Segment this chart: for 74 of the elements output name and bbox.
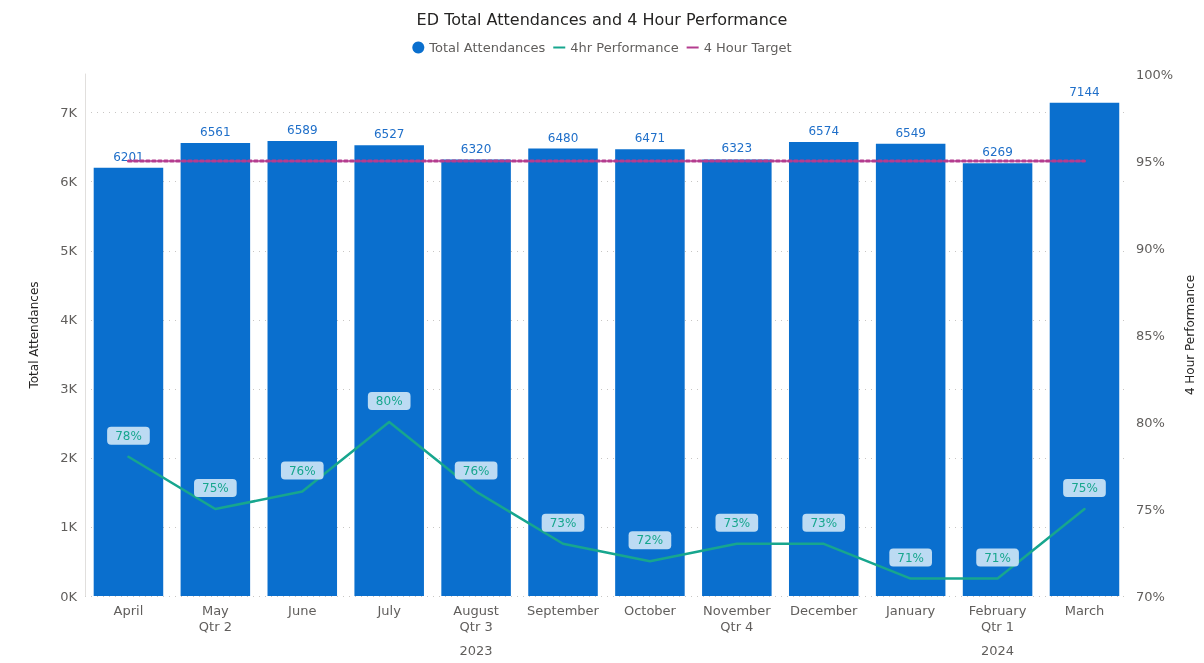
- x-tick-label: July: [376, 603, 402, 618]
- data-label: 6527: [373, 127, 405, 142]
- bar: [354, 145, 424, 596]
- text: Qtr 3: [459, 619, 493, 634]
- data-label: 71%: [897, 550, 924, 565]
- y2-tick-label: 80%: [1135, 414, 1165, 430]
- y-tick-label: 0K: [60, 588, 78, 604]
- y2-axis-title: 4 Hour Performance: [1183, 274, 1197, 396]
- bar: [615, 149, 685, 596]
- x-tick-label: October: [623, 603, 677, 618]
- text: 2024: [981, 643, 1015, 658]
- y-tick-label: 1K: [60, 519, 78, 535]
- x-tick-label: February: [968, 603, 1027, 618]
- y-tick-label: 4K: [60, 312, 78, 328]
- data-label: 71%: [984, 550, 1011, 565]
- legend-label: 4hr Performance: [570, 40, 679, 55]
- y2-tick-label: 100%: [1135, 66, 1174, 82]
- bar: [875, 143, 946, 596]
- legend-label: Total Attendances: [428, 40, 546, 55]
- data-label: 75%: [202, 481, 229, 495]
- data-label: 6574: [808, 124, 840, 139]
- data-label: 73%: [549, 515, 577, 530]
- bar: [702, 159, 772, 596]
- bar: [788, 142, 859, 596]
- y2-tick-label: 75%: [1135, 501, 1165, 517]
- data-label: 80%: [375, 394, 403, 408]
- x-tick-label: September: [527, 603, 600, 618]
- bar: [180, 142, 251, 596]
- x-tick-label: May: [201, 603, 230, 618]
- x-tick-label: August: [453, 603, 499, 618]
- bar: [528, 148, 598, 596]
- data-label: 6480: [547, 130, 579, 145]
- data-label: 6269: [982, 145, 1013, 160]
- y-tick-label: 7K: [60, 105, 78, 121]
- y-tick-label: 6K: [60, 174, 78, 190]
- x-tick-label: June: [287, 603, 317, 618]
- x-tick-label: December: [790, 603, 859, 618]
- y2-tick-label: 85%: [1135, 327, 1165, 343]
- chart-title: ED Total Attendances and 4 Hour Performance: [416, 9, 788, 29]
- data-label: 6320: [460, 141, 492, 156]
- text: 2023: [459, 643, 493, 658]
- data-label: 72%: [636, 533, 664, 548]
- bar: [441, 159, 511, 596]
- data-label: 6471: [634, 131, 666, 146]
- x-tick-label: January: [885, 603, 936, 618]
- y-tick-label: 2K: [60, 450, 78, 466]
- x-tick-label: March: [1064, 603, 1105, 618]
- data-label: 6323: [721, 141, 753, 156]
- y2-tick-label: 90%: [1135, 240, 1165, 256]
- bar: [1049, 102, 1120, 596]
- data-label: 78%: [115, 428, 142, 443]
- data-label: 7144: [1069, 84, 1100, 99]
- y-tick-label: 3K: [60, 381, 78, 397]
- bar: [962, 163, 1033, 596]
- y-axis-title: Total Attendances: [27, 281, 41, 390]
- data-label: 73%: [723, 515, 751, 530]
- bar: [93, 167, 164, 596]
- data-label: 76%: [288, 463, 316, 478]
- legend-label: 4 Hour Target: [703, 40, 792, 55]
- y2-tick-label: 95%: [1135, 153, 1165, 169]
- data-label: 73%: [810, 515, 838, 530]
- data-label: 76%: [462, 463, 490, 478]
- x-tick-label: April: [113, 603, 144, 618]
- data-label: 75%: [1071, 481, 1098, 495]
- text: Qtr 4: [720, 619, 754, 634]
- y-tick-label: 5K: [60, 243, 78, 259]
- text: Qtr 1: [981, 619, 1015, 634]
- data-label: 6589: [287, 123, 318, 138]
- data-label: 6549: [895, 125, 926, 140]
- x-tick-label: November: [703, 603, 772, 618]
- y2-tick-label: 70%: [1135, 588, 1165, 604]
- data-label: 6561: [200, 124, 231, 139]
- text: Qtr 2: [198, 619, 232, 634]
- bar: [267, 141, 338, 596]
